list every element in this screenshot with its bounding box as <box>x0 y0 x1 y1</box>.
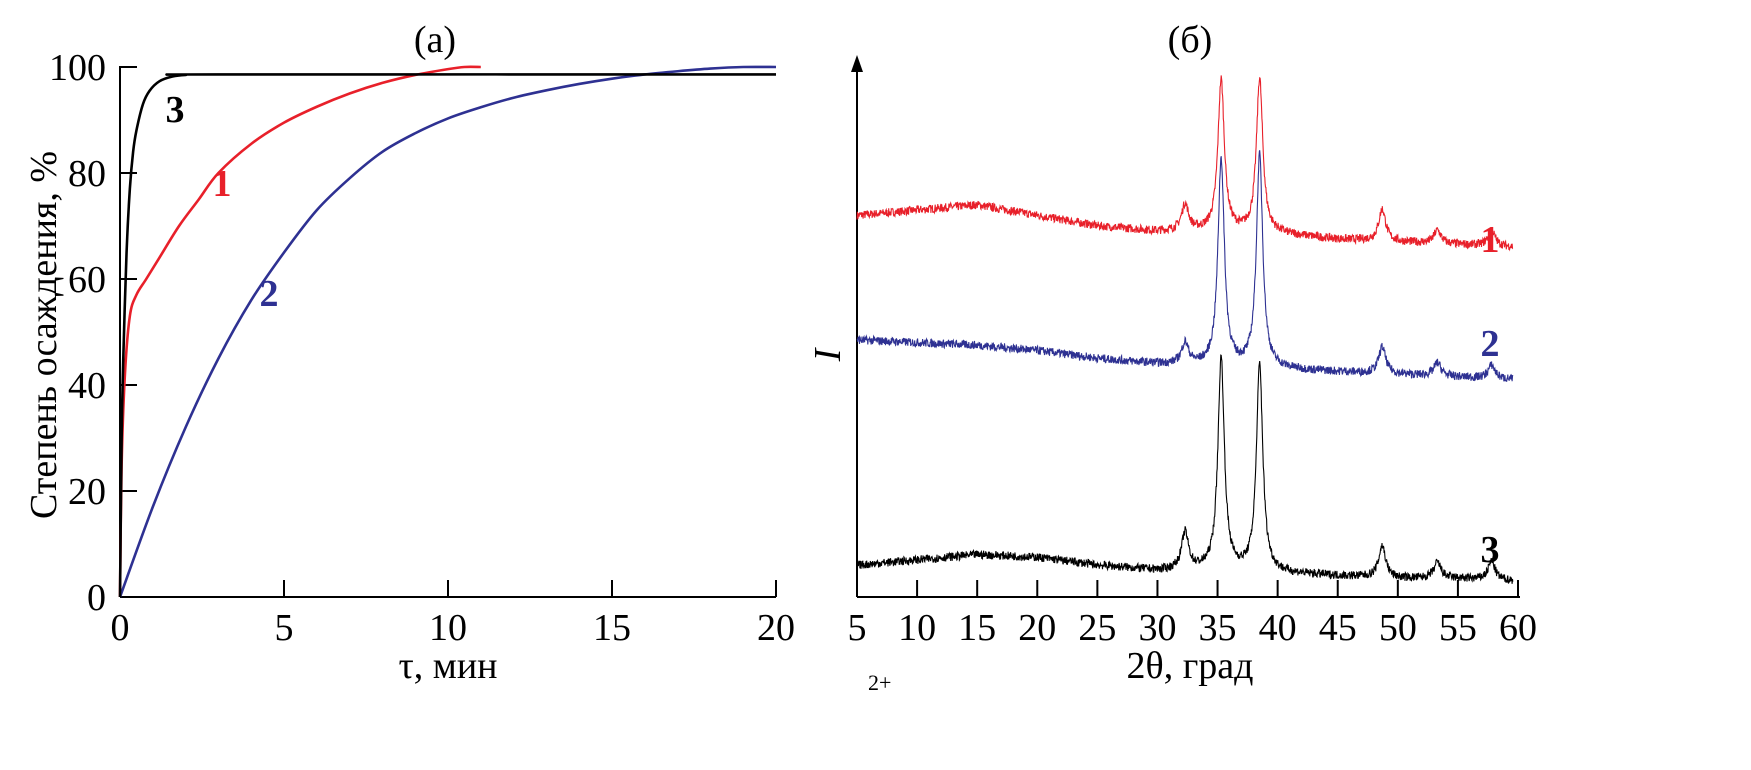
curve-2 <box>118 65 777 598</box>
x-axis-label-a: τ, мин <box>399 645 498 687</box>
curve-label-2: 2 <box>260 273 279 315</box>
x-tick-label: 5 <box>848 607 867 649</box>
x-tick-label: 30 <box>1138 607 1176 649</box>
y-tick-label: 80 <box>68 153 106 195</box>
pattern-label-2: 2 <box>1481 323 1500 365</box>
caption-fragment: 2+ <box>868 670 891 695</box>
y-tick-label: 100 <box>49 47 106 89</box>
x-tick-label: 15 <box>593 607 631 649</box>
y-axis-label-b: I <box>807 346 849 362</box>
curve-3 <box>118 73 777 598</box>
y-tick-label: 0 <box>87 577 106 619</box>
x-tick-label: 55 <box>1439 607 1477 649</box>
y-tick-label: 40 <box>68 365 106 407</box>
x-tick-label: 40 <box>1259 607 1297 649</box>
x-tick-label: 25 <box>1078 607 1116 649</box>
y-axis-arrow-icon <box>851 55 863 72</box>
curve-label-1: 1 <box>213 163 232 205</box>
x-tick-label: 10 <box>429 607 467 649</box>
x-tick-label: 20 <box>757 607 795 649</box>
xrd-pattern-3 <box>856 354 1514 584</box>
panel-a: (а) 0 5 10 15 20 0 20 40 60 80 100 τ, мин Степень … <box>23 19 795 687</box>
x-tick-label: 0 <box>111 607 130 649</box>
panel-b: (б) 5 10 15 20 25 30 35 40 45 50 55 60 2θ, град I 1… <box>807 19 1537 687</box>
x-tick-label: 60 <box>1499 607 1537 649</box>
x-tick-label: 10 <box>898 607 936 649</box>
x-tick-label: 15 <box>958 607 996 649</box>
x-tick-label: 45 <box>1319 607 1357 649</box>
pattern-label-3: 3 <box>1481 529 1500 571</box>
x-tick-label: 50 <box>1379 607 1417 649</box>
curve-1 <box>118 65 481 598</box>
x-axis-label-b: 2θ, град <box>1127 645 1254 687</box>
xrd-pattern-2 <box>856 150 1514 382</box>
panel-a-title: (а) <box>414 19 456 61</box>
curve-label-3: 3 <box>166 89 185 131</box>
x-tick-label: 35 <box>1199 607 1237 649</box>
y-tick-label: 60 <box>68 259 106 301</box>
xrd-pattern-1 <box>856 75 1514 252</box>
y-tick-label: 20 <box>68 471 106 513</box>
x-tick-label: 5 <box>275 607 294 649</box>
panel-b-title: (б) <box>1168 19 1213 61</box>
y-axis-label-a: Степень осаждения, % <box>23 151 65 519</box>
pattern-label-1: 1 <box>1481 219 1500 261</box>
x-tick-label: 20 <box>1018 607 1056 649</box>
